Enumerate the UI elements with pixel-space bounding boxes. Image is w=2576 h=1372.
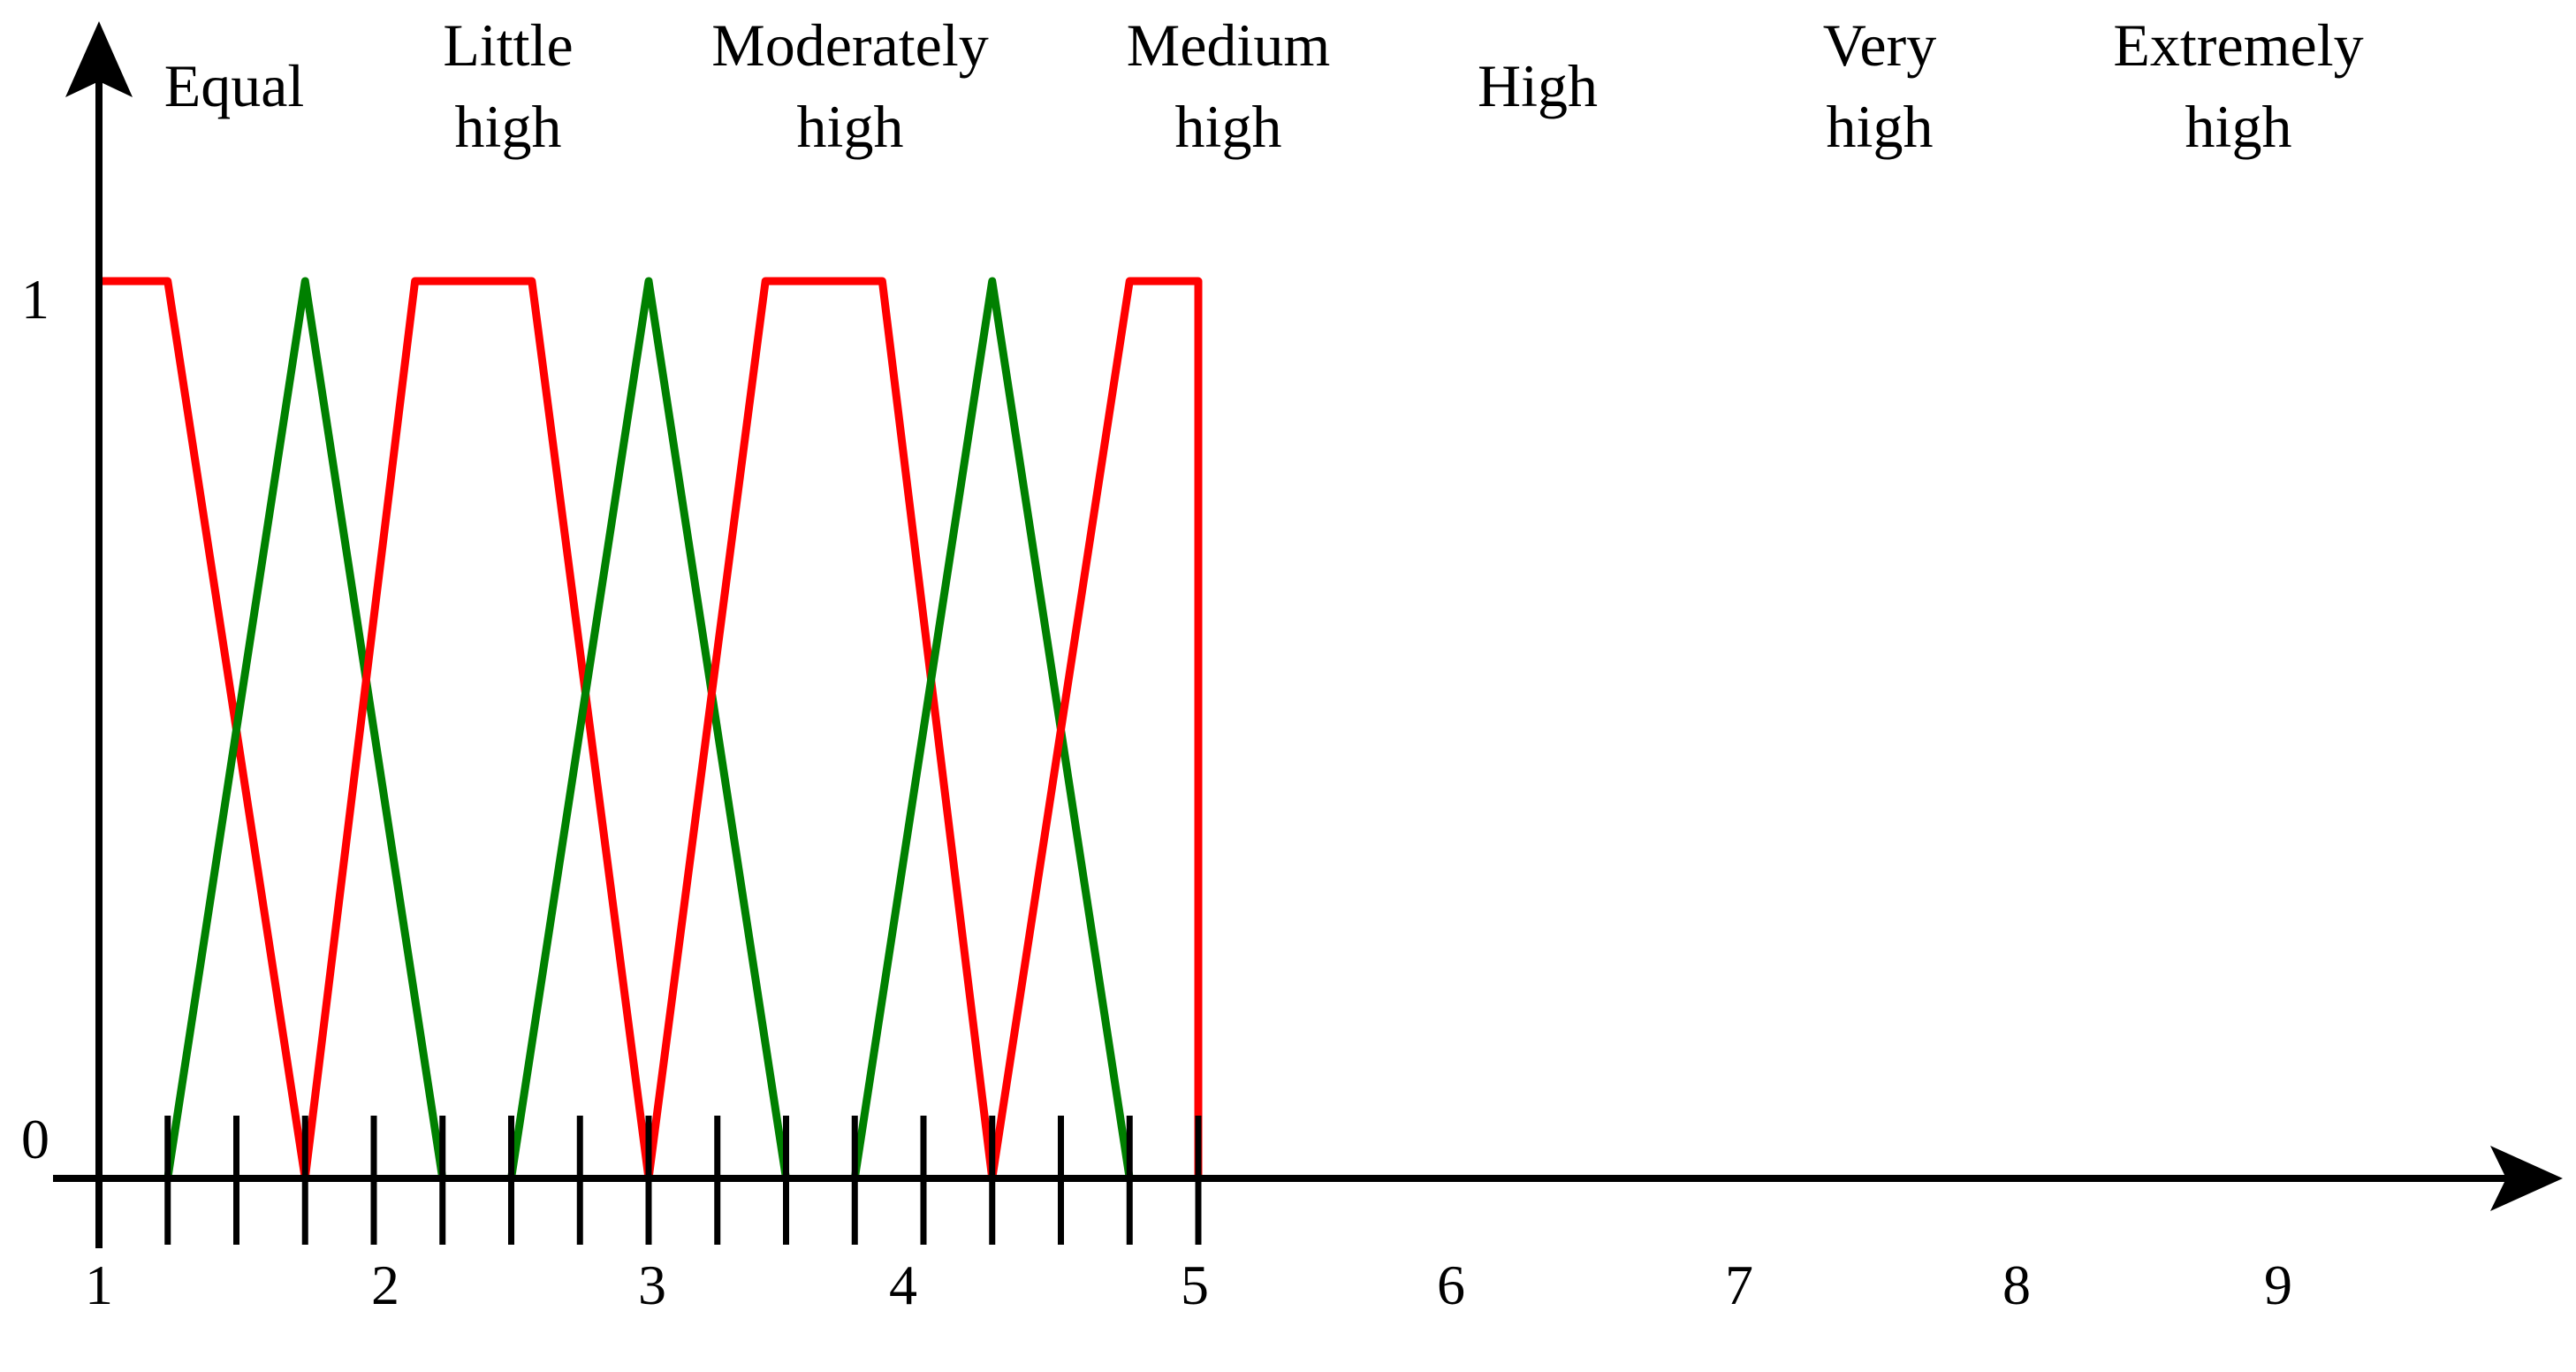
y-tick-label: 1 (21, 268, 49, 331)
y-axis-arrow-icon (65, 21, 133, 97)
x-tick-label: 2 (371, 1254, 399, 1316)
x-tick-label: 6 (1437, 1254, 1465, 1316)
x-tick-label: 1 (85, 1254, 113, 1316)
x-tick-label: 4 (889, 1254, 917, 1316)
term-label-1: Equal (164, 52, 305, 119)
x-tick-label: 3 (638, 1254, 666, 1316)
term-label-4: Medium high (1127, 11, 1330, 160)
series-line-5 (644, 277, 997, 1179)
series-line-1 (99, 277, 309, 1179)
term-label-6: Very high (1823, 11, 1936, 160)
series-line-4 (507, 277, 790, 1179)
series-layer (99, 277, 1203, 1179)
term-label-7: Extremely high (2113, 11, 2363, 160)
term-label-5: High (1478, 52, 1598, 119)
series-line-6 (850, 277, 1134, 1179)
term-label-2: Little high (443, 11, 573, 160)
x-axis-arrow-icon (2490, 1146, 2563, 1211)
x-tick-label: 7 (1725, 1254, 1753, 1316)
series-line-3 (300, 277, 653, 1179)
series-line-7 (988, 277, 1203, 1179)
x-tick-label: 9 (2264, 1254, 2292, 1316)
x-tick-label: 5 (1181, 1254, 1209, 1316)
series-line-2 (163, 277, 447, 1179)
axis-layer (53, 21, 2563, 1248)
y-tick-label: 0 (21, 1108, 49, 1170)
label-layer: 1 2 3 4 5 6 7 8 9 0 1 Equal Little high Moderately high… (21, 11, 2364, 1316)
x-tick-label: 8 (2002, 1254, 2031, 1316)
term-label-3: Moderately high (711, 11, 988, 160)
